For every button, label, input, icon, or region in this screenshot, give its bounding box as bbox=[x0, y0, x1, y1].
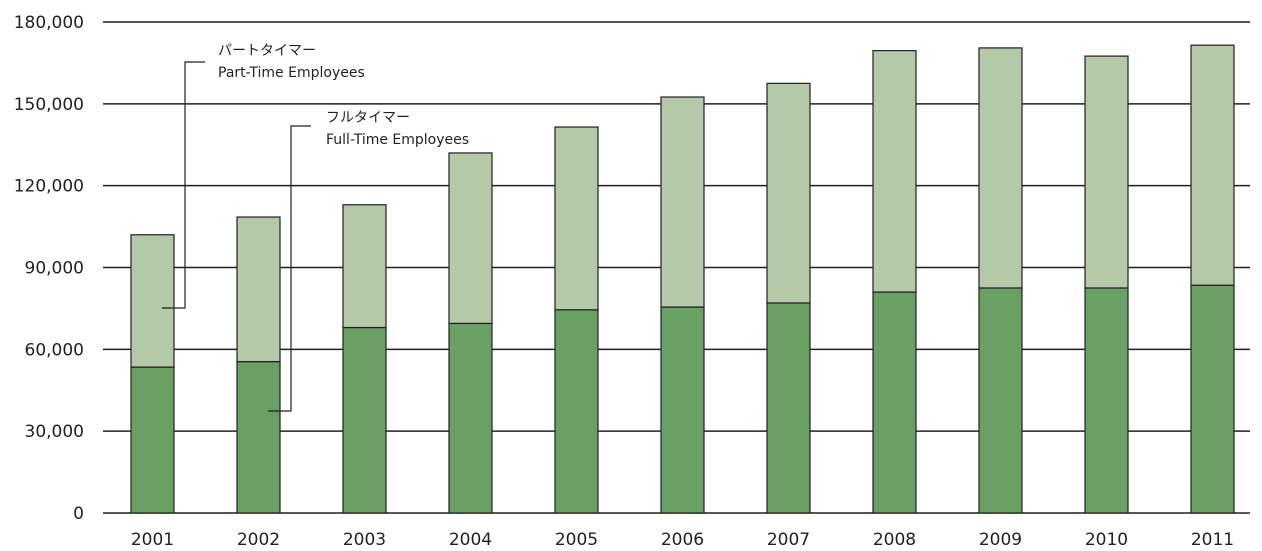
y-tick-label: 90,000 bbox=[25, 259, 84, 279]
y-tick-label: 150,000 bbox=[14, 95, 84, 115]
x-tick-label: 2002 bbox=[237, 530, 280, 550]
bars bbox=[130, 44, 1235, 514]
y-tick-label: 180,000 bbox=[14, 13, 84, 33]
x-tick-label: 2006 bbox=[661, 530, 704, 550]
y-tick-label: 0 bbox=[73, 504, 84, 524]
full-time-bar-2009 bbox=[978, 287, 1023, 514]
x-tick-label: 2007 bbox=[767, 530, 810, 550]
x-tick-label: 2001 bbox=[131, 530, 174, 550]
y-tick-label: 30,000 bbox=[25, 422, 84, 442]
x-tick-label: 2008 bbox=[873, 530, 916, 550]
part-time-bar-2006 bbox=[660, 96, 705, 308]
part-time-label-en: Part-Time Employees bbox=[218, 65, 365, 81]
part-time-bar-2010 bbox=[1084, 55, 1129, 289]
part-time-bar-2007 bbox=[766, 82, 811, 304]
full-time-bar-2011 bbox=[1190, 284, 1235, 514]
full-time-bar-2008 bbox=[872, 291, 917, 514]
x-tick-label: 2005 bbox=[555, 530, 598, 550]
full-time-bar-2004 bbox=[448, 322, 493, 514]
y-tick-label: 120,000 bbox=[14, 177, 84, 197]
x-tick-label: 2003 bbox=[343, 530, 386, 550]
series-annotations: パートタイマー Part-Time Employees フルタイマー Full-… bbox=[162, 43, 469, 412]
full-time-bar-2006 bbox=[660, 306, 705, 514]
x-axis-tick-labels: 2001 2002 2003 2004 2005 2006 2007 2008 2009 2010… bbox=[131, 530, 1234, 550]
part-time-bar-2008 bbox=[872, 50, 917, 293]
part-time-bar-2009 bbox=[978, 47, 1023, 289]
part-time-bar-2002 bbox=[236, 216, 281, 363]
full-time-bar-2003 bbox=[342, 326, 387, 514]
part-time-bar-2003 bbox=[342, 204, 387, 329]
x-tick-label: 2011 bbox=[1191, 530, 1234, 550]
full-time-bar-2007 bbox=[766, 302, 811, 514]
part-time-bar-2011 bbox=[1190, 44, 1235, 286]
full-time-bar-2001 bbox=[130, 366, 175, 514]
part-time-label-jp: パートタイマー bbox=[218, 43, 316, 59]
full-time-leader-line bbox=[268, 125, 311, 412]
part-time-bar-2004 bbox=[448, 152, 493, 325]
x-tick-label: 2004 bbox=[449, 530, 492, 550]
full-time-bar-2005 bbox=[554, 309, 599, 514]
part-time-leader-line bbox=[162, 61, 205, 309]
x-tick-label: 2010 bbox=[1085, 530, 1128, 550]
y-axis-tick-labels: 0 30,000 60,000 90,000 120,000 150,000 180,000 bbox=[14, 13, 84, 524]
full-time-bar-2002 bbox=[236, 361, 281, 514]
x-tick-label: 2009 bbox=[979, 530, 1022, 550]
full-time-label-en: Full-Time Employees bbox=[326, 132, 469, 148]
y-tick-label: 60,000 bbox=[25, 340, 84, 360]
full-time-bar-2010 bbox=[1084, 287, 1129, 514]
part-time-bar-2005 bbox=[554, 126, 599, 311]
full-time-label-jp: フルタイマー bbox=[326, 110, 410, 126]
part-time-bar-2001 bbox=[130, 234, 175, 368]
